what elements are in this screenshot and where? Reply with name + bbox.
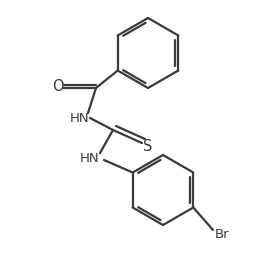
Text: HN: HN: [80, 151, 99, 165]
Text: S: S: [143, 139, 152, 154]
Text: HN: HN: [70, 111, 89, 125]
Text: Br: Br: [214, 229, 229, 241]
Text: O: O: [52, 79, 64, 94]
